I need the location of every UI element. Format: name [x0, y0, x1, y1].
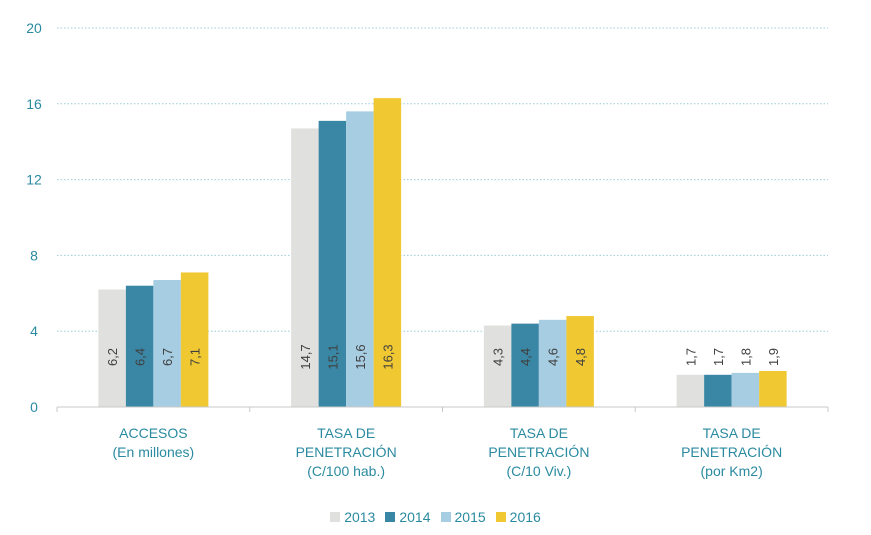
data-label: 6,2 — [105, 348, 120, 366]
data-label: 4,4 — [518, 348, 533, 366]
bar-2015 — [346, 111, 374, 407]
data-label: 7,1 — [188, 348, 203, 366]
category-label: TASA DE — [510, 425, 568, 441]
bar-2014 — [511, 323, 539, 407]
legend-swatch — [495, 512, 506, 522]
y-tick-label: 8 — [30, 247, 38, 263]
legend-label: 2016 — [509, 509, 541, 525]
data-label: 1,8 — [738, 348, 753, 366]
legend-swatch — [440, 512, 451, 522]
category-label: PENETRACIÓN — [488, 444, 589, 460]
bar-2015 — [731, 372, 760, 407]
bar-2016 — [759, 370, 787, 407]
legend-label: 2015 — [454, 509, 486, 525]
bar-2014 — [318, 120, 347, 407]
bar-2013 — [676, 374, 705, 407]
legend-item-2013: 2013 — [330, 509, 375, 525]
category-label: ACCESOS — [119, 425, 187, 441]
y-tick-label: 12 — [26, 172, 42, 188]
legend-label: 2014 — [399, 509, 431, 525]
bar-2014 — [704, 374, 732, 407]
bar-2013 — [483, 325, 512, 407]
category-label: TASA DE — [317, 425, 375, 441]
category-label: (por Km2) — [701, 463, 763, 479]
legend-item-2014: 2014 — [385, 509, 431, 525]
bar-2015 — [538, 319, 567, 407]
bar-2013 — [98, 289, 126, 407]
data-label: 1,7 — [683, 348, 698, 366]
bar-2016 — [180, 272, 209, 407]
bar-2015 — [153, 280, 181, 407]
data-label: 1,9 — [766, 348, 781, 366]
x-axis: ACCESOS (En millones) TASA DE PENETRACIÓN (C… — [56, 406, 829, 479]
bar-2016 — [566, 316, 594, 407]
data-label: 4,6 — [546, 348, 561, 366]
legend-item-2016: 2016 — [495, 509, 541, 525]
y-tick-label: 20 — [26, 20, 42, 36]
y-tick-label: 16 — [26, 96, 42, 112]
category-label: PENETRACIÓN — [681, 444, 782, 460]
legend: 2013 2014 2015 2016 — [0, 509, 871, 525]
data-label: 1,7 — [711, 348, 726, 366]
legend-swatch — [330, 512, 341, 522]
category-label: (C/10 Viv.) — [506, 463, 571, 479]
gridlines — [57, 27, 828, 332]
data-label: 4,3 — [491, 348, 506, 366]
legend-item-2015: 2015 — [440, 509, 486, 525]
data-label: 16,3 — [380, 344, 395, 369]
bar-2014 — [125, 285, 154, 407]
bar-2016 — [373, 98, 402, 408]
data-label: 4,8 — [573, 348, 588, 366]
category-label: (En millones) — [113, 444, 195, 460]
data-label: 15,6 — [353, 344, 368, 369]
category-label: (C/100 hab.) — [307, 463, 385, 479]
y-axis: 0 4 8 12 16 20 — [26, 20, 42, 415]
data-label: 14,7 — [298, 344, 313, 369]
bars: 6,2 6,4 6,7 7,1 14,7 15,1 15,6 16,3 4,3 4,4 4,6 4,8… — [98, 98, 787, 408]
data-label: 15,1 — [325, 344, 340, 369]
legend-swatch — [385, 512, 396, 522]
category-label: TASA DE — [703, 425, 761, 441]
data-label: 6,4 — [133, 348, 148, 366]
data-label: 6,7 — [160, 348, 175, 366]
bar-2013 — [291, 128, 319, 407]
y-tick-label: 0 — [30, 399, 38, 415]
legend-label: 2013 — [344, 509, 376, 525]
y-tick-label: 4 — [30, 323, 38, 339]
category-label: PENETRACIÓN — [296, 444, 397, 460]
